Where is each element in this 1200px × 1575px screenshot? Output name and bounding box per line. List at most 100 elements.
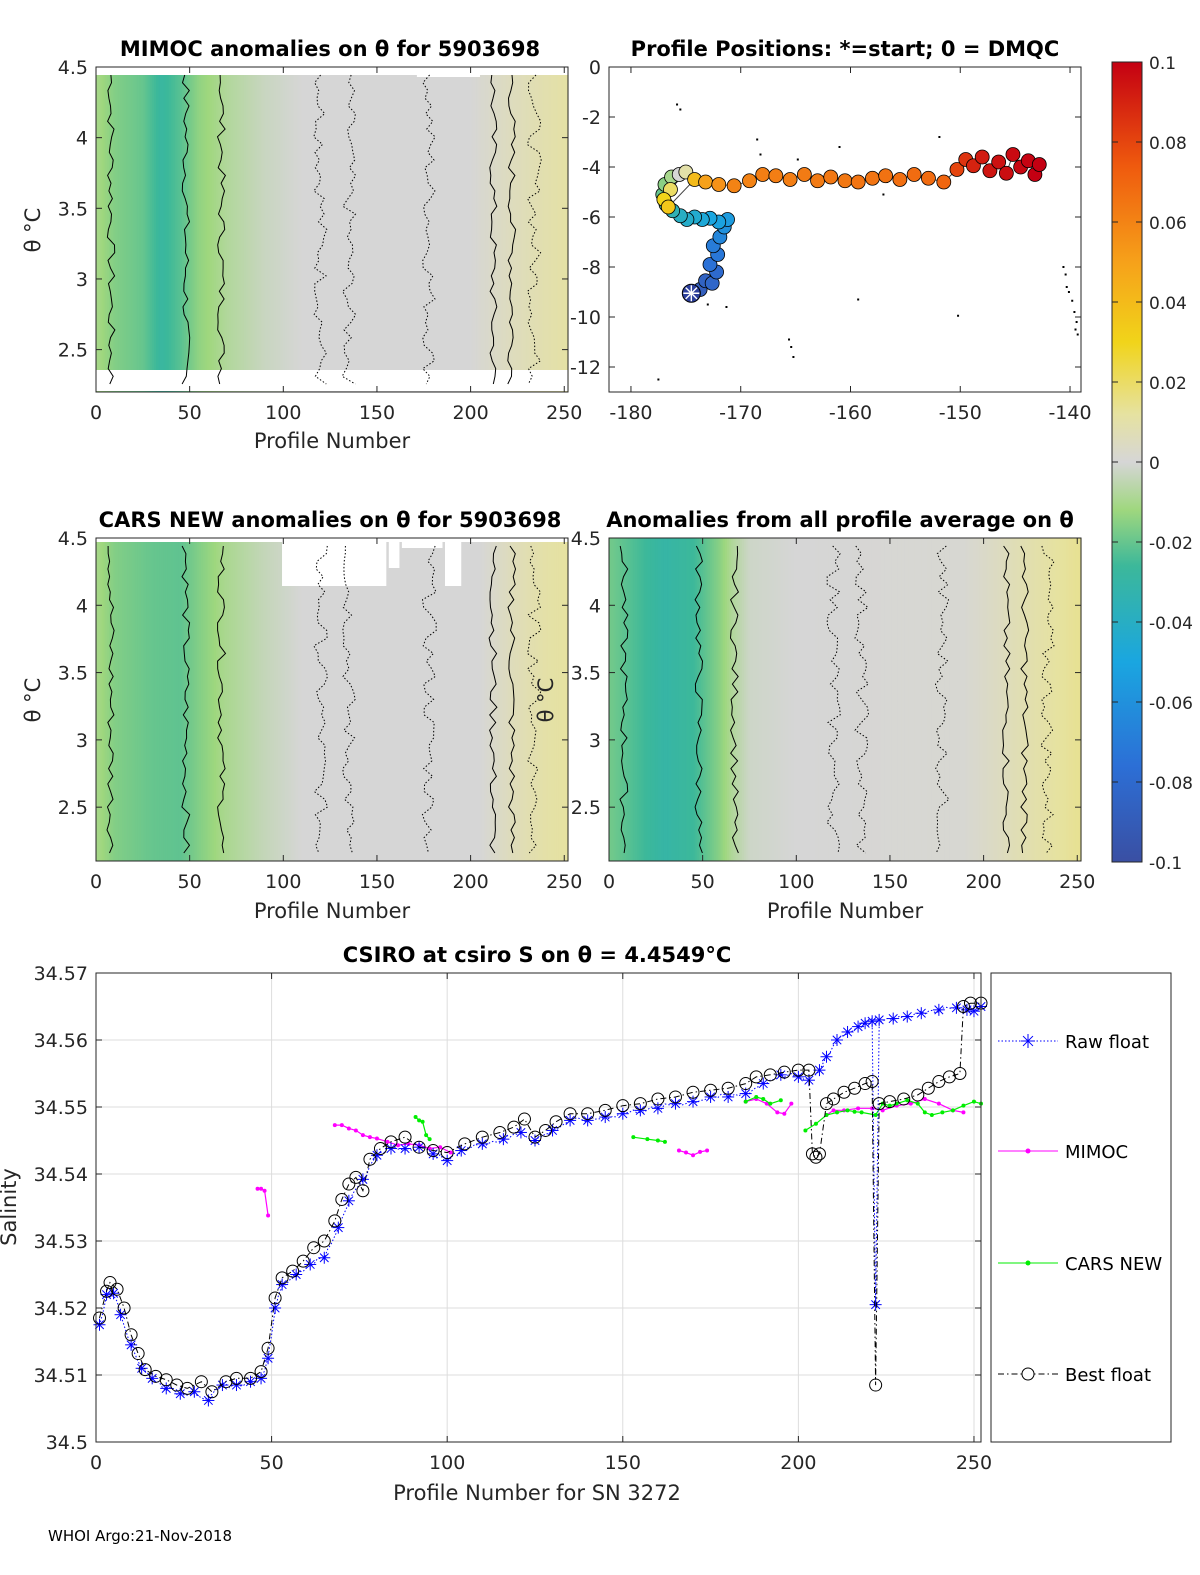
heat-column [547,75,550,392]
raw-float-marker [600,1112,610,1122]
heat-column [416,548,419,861]
x-tick-label: 200 [780,1452,816,1474]
cb-tick-label: 0.02 [1149,374,1187,394]
heat-column [523,75,526,392]
contour-line [526,545,542,854]
heat-column [369,75,372,392]
x-tick-label: 0 [90,402,102,424]
heat-column [328,586,331,861]
cars-point [940,1110,945,1115]
cars-point [631,1135,636,1140]
heat-column [524,542,528,861]
best-float-marker [704,1083,718,1097]
mimoc-ticks: 0 50 100 150 200 250 4.5 4 3.5 3 2.5 [58,57,583,424]
y-tick-label: 3.5 [58,663,88,685]
heat-column [414,75,417,392]
heat-column [412,75,416,392]
mimoc-point [262,1188,267,1193]
y-tick-label: 0 [589,57,601,79]
x-tick-label: 250 [1059,871,1095,893]
average-title: Anomalies from all profile average on θ [606,508,1074,532]
heat-column [154,75,157,392]
heat-column [511,75,515,392]
raw-float-marker [969,1006,979,1016]
heat-column [1015,538,1018,861]
legend-label-best: Best float [1065,1365,1151,1386]
contour-line [488,545,498,854]
cb-tick-label: -0.02 [1149,534,1193,554]
cars-point [971,1099,976,1104]
heat-column [1071,538,1075,861]
heat-column [725,538,728,861]
heat-column [266,75,269,392]
heat-column [450,77,453,392]
heat-column [910,538,914,861]
heat-column [131,542,135,861]
heat-column [863,538,867,861]
best-float-marker [858,1077,872,1091]
heat-column [326,586,329,861]
mimoc-point [360,1133,365,1138]
heat-column [646,538,649,861]
heat-column [433,548,436,861]
heat-column [328,75,331,392]
heat-column [215,542,219,861]
mimoc-point [339,1123,344,1128]
heat-column [508,542,511,861]
cars-point [417,1118,422,1123]
float-dot [679,108,682,111]
heat-column [236,75,239,392]
mimoc-point [698,1149,703,1154]
float-dot [1073,311,1076,313]
heat-column [612,538,616,861]
heat-column [388,568,391,861]
heat-column [545,75,548,392]
heat-column [719,538,722,861]
heat-column [410,75,414,392]
y-tick-label: 4.5 [58,528,88,550]
heat-column [170,75,174,392]
heat-column [751,538,754,861]
heat-column [335,586,339,861]
heat-column [221,75,224,392]
x-tick-label: 0 [90,1452,102,1474]
profile-marker [966,158,981,174]
heat-column [549,75,552,392]
heat-column [403,548,406,861]
heat-column [129,542,133,861]
heat-column [949,538,953,861]
best-float-marker [549,1115,563,1129]
x-tick-label: 50 [260,1452,284,1474]
mimoc-title: MIMOC anomalies on θ for 5903698 [120,37,540,61]
heat-column [927,538,930,861]
best-float-marker [956,1000,970,1013]
heat-column [1060,538,1063,861]
best-float-marker [426,1144,440,1158]
heat-column [150,542,153,861]
heat-column [623,538,627,861]
float-dot [1071,299,1074,302]
heat-column [275,542,279,861]
heat-column [103,75,106,392]
heat-column [105,75,108,392]
heat-column [251,75,254,392]
heat-column [388,75,391,392]
best-float-marker [812,1147,826,1161]
heat-column [373,586,376,861]
x-tick-label: 50 [178,402,202,424]
heat-column [871,538,874,861]
heat-column [99,542,103,861]
heat-column [721,538,724,861]
heat-column [337,75,341,392]
contour-line [489,74,498,385]
heat-column [371,586,374,861]
cars-point [803,1128,808,1133]
best-float-marker [349,1170,363,1184]
heat-column [1079,538,1082,861]
contour-line [1020,545,1030,854]
heat-column [159,75,163,392]
heat-column [204,75,208,392]
positions-plot-area [609,67,1081,392]
heat-column [689,538,693,861]
heat-column [363,75,367,392]
